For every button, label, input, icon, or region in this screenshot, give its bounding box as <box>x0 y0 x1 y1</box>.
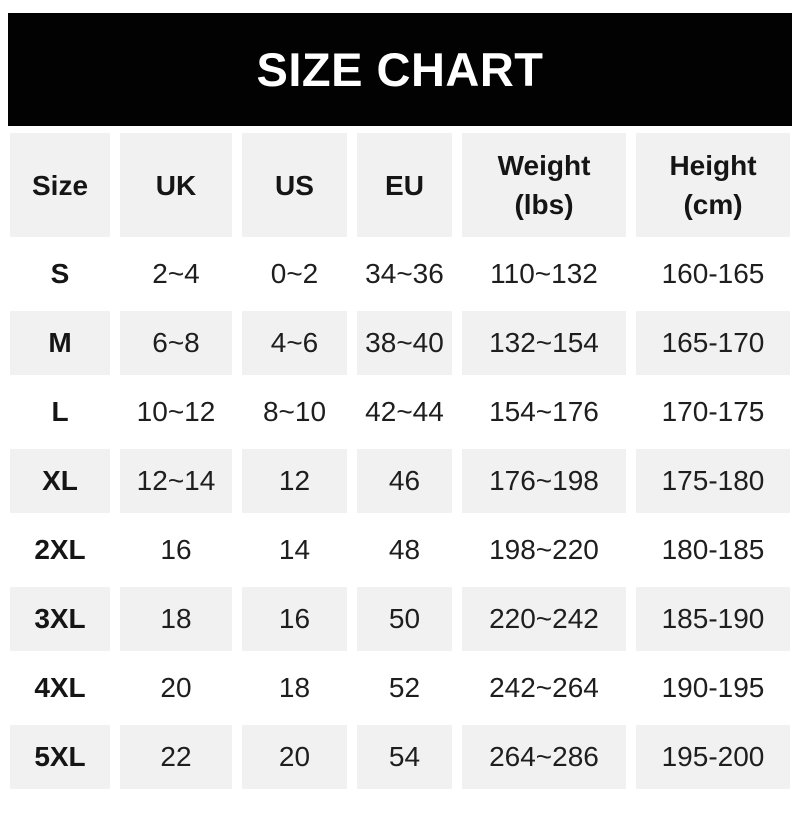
size-chart-banner: SIZE CHART <box>8 13 792 126</box>
cell-uk: 18 <box>120 587 232 651</box>
table-row-4xl: 4XL 20 18 52 242~264 190-195 <box>10 656 790 720</box>
cell-weight: 242~264 <box>462 656 626 720</box>
cell-height: 195-200 <box>636 725 790 789</box>
cell-uk: 16 <box>120 518 232 582</box>
cell-size: 5XL <box>10 725 110 789</box>
cell-eu: 52 <box>357 656 452 720</box>
cell-weight: 198~220 <box>462 518 626 582</box>
cell-us: 12 <box>242 449 347 513</box>
cell-weight: 264~286 <box>462 725 626 789</box>
cell-height: 185-190 <box>636 587 790 651</box>
cell-weight: 154~176 <box>462 380 626 444</box>
column-header-us: US <box>242 133 347 237</box>
cell-weight: 220~242 <box>462 587 626 651</box>
cell-height: 180-185 <box>636 518 790 582</box>
cell-height: 165-170 <box>636 311 790 375</box>
column-header-size: Size <box>10 133 110 237</box>
cell-size: XL <box>10 449 110 513</box>
cell-eu: 48 <box>357 518 452 582</box>
cell-us: 8~10 <box>242 380 347 444</box>
cell-size: M <box>10 311 110 375</box>
column-header-weight: Weight (lbs) <box>462 133 626 237</box>
cell-us: 20 <box>242 725 347 789</box>
cell-uk: 6~8 <box>120 311 232 375</box>
page-title: SIZE CHART <box>256 43 544 96</box>
cell-height: 160-165 <box>636 242 790 306</box>
cell-uk: 22 <box>120 725 232 789</box>
column-header-uk: UK <box>120 133 232 237</box>
cell-eu: 46 <box>357 449 452 513</box>
cell-eu: 54 <box>357 725 452 789</box>
size-chart-table: Size UK US EU Weight (lbs) Height (cm) S 2~4 0~… <box>0 128 800 794</box>
cell-us: 14 <box>242 518 347 582</box>
cell-us: 4~6 <box>242 311 347 375</box>
table-row-l: L 10~12 8~10 42~44 154~176 170-175 <box>10 380 790 444</box>
cell-height: 170-175 <box>636 380 790 444</box>
cell-us: 16 <box>242 587 347 651</box>
cell-eu: 50 <box>357 587 452 651</box>
table-row-3xl: 3XL 18 16 50 220~242 185-190 <box>10 587 790 651</box>
column-header-height: Height (cm) <box>636 133 790 237</box>
table-row-2xl: 2XL 16 14 48 198~220 180-185 <box>10 518 790 582</box>
cell-us: 18 <box>242 656 347 720</box>
table-row-xl: XL 12~14 12 46 176~198 175-180 <box>10 449 790 513</box>
header-row: Size UK US EU Weight (lbs) Height (cm) <box>10 133 790 237</box>
table-body: S 2~4 0~2 34~36 110~132 160-165 M 6~8 4~6 38~40 13… <box>10 242 790 789</box>
cell-size: S <box>10 242 110 306</box>
cell-uk: 2~4 <box>120 242 232 306</box>
cell-weight: 176~198 <box>462 449 626 513</box>
cell-uk: 20 <box>120 656 232 720</box>
cell-size: 4XL <box>10 656 110 720</box>
cell-eu: 34~36 <box>357 242 452 306</box>
column-header-eu: EU <box>357 133 452 237</box>
table-row-s: S 2~4 0~2 34~36 110~132 160-165 <box>10 242 790 306</box>
cell-size: L <box>10 380 110 444</box>
cell-size: 3XL <box>10 587 110 651</box>
cell-eu: 38~40 <box>357 311 452 375</box>
cell-weight: 110~132 <box>462 242 626 306</box>
cell-height: 175-180 <box>636 449 790 513</box>
cell-height: 190-195 <box>636 656 790 720</box>
cell-uk: 10~12 <box>120 380 232 444</box>
cell-size: 2XL <box>10 518 110 582</box>
table-row-5xl: 5XL 22 20 54 264~286 195-200 <box>10 725 790 789</box>
cell-uk: 12~14 <box>120 449 232 513</box>
cell-weight: 132~154 <box>462 311 626 375</box>
cell-eu: 42~44 <box>357 380 452 444</box>
cell-us: 0~2 <box>242 242 347 306</box>
table-row-m: M 6~8 4~6 38~40 132~154 165-170 <box>10 311 790 375</box>
